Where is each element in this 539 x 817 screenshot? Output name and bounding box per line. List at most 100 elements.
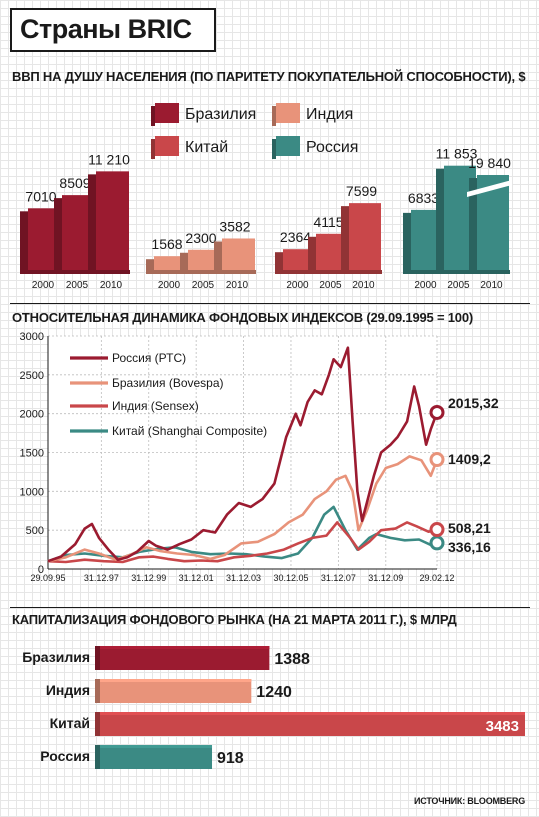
y-tick-label: 0 <box>38 564 44 576</box>
bar <box>100 745 213 769</box>
x-tick-label: 2000 <box>286 280 309 291</box>
index-section-title: ОТНОСИТЕЛЬНАЯ ДИНАМИКА ФОНДОВЫХ ИНДЕКСОВ… <box>12 310 473 325</box>
bar-base <box>403 270 510 274</box>
bar-side <box>469 178 477 270</box>
x-tick-label: 2005 <box>319 280 342 291</box>
end-value-label: 2015,32 <box>448 395 499 411</box>
data-label: 6833 <box>408 190 439 206</box>
legend-swatch-side <box>272 106 276 126</box>
bar <box>222 238 255 270</box>
legend-swatch <box>155 136 179 156</box>
bar-top <box>100 679 252 682</box>
index-chart: 0 500 1000 1500 2000 2500 3000 29.09.95 31.12.97… <box>20 331 499 583</box>
bar-side <box>146 259 154 270</box>
bar <box>100 712 525 736</box>
bar-side <box>180 252 188 270</box>
cap-chart: Бразилия 1388 Индия 1240 Китай 3483 Россия 918 <box>22 646 525 769</box>
end-marker <box>429 522 445 538</box>
legend-label: Индия <box>306 106 353 123</box>
page-title: Страны BRIC <box>20 14 192 44</box>
x-tick-label: 2000 <box>32 280 55 291</box>
x-tick-label: 29.09.95 <box>30 573 65 583</box>
bar-top <box>100 712 525 715</box>
legend-label: Россия <box>306 139 358 156</box>
bar-base <box>146 270 256 274</box>
divider <box>10 303 530 304</box>
bar <box>96 171 129 270</box>
x-tick-label: 31.12.99 <box>131 573 166 583</box>
legend-label: Россия (РТС) <box>112 351 186 365</box>
x-tick-label: 2005 <box>447 280 470 291</box>
data-label: 7599 <box>346 183 377 199</box>
y-tick-label: 2500 <box>20 370 44 382</box>
series-line <box>47 346 439 563</box>
gdp-chart: Бразилия 7010 2000 8509 2005 11 210 2010 Индия 1… <box>20 103 512 291</box>
data-label: 2364 <box>280 229 311 245</box>
category-label: Китай <box>50 715 90 731</box>
value-label: 1388 <box>274 651 310 668</box>
bar-side <box>95 679 100 703</box>
source-note: ИСТОЧНИК: BLOOMBERG <box>414 796 525 806</box>
category-label: Индия <box>46 682 90 698</box>
data-label: 3582 <box>219 218 250 234</box>
x-tick-label: 2010 <box>352 280 375 291</box>
end-marker <box>429 404 445 420</box>
x-tick-label: 2000 <box>158 280 181 291</box>
data-label: 19 840 <box>468 155 511 171</box>
gdp-section-title: ВВП НА ДУШУ НАСЕЛЕНИЯ (ПО ПАРИТЕТУ ПОКУП… <box>12 69 526 84</box>
bar <box>349 203 381 270</box>
x-tick-label: 29.02.12 <box>419 573 454 583</box>
bar-side <box>54 198 62 270</box>
x-tick-label: 31.12.97 <box>84 573 119 583</box>
bar-side <box>95 745 100 769</box>
legend-swatch <box>276 103 300 123</box>
title-box <box>10 8 216 52</box>
y-tick-label: 1000 <box>20 486 44 498</box>
data-label: 11 853 <box>436 146 478 162</box>
x-tick-label: 2005 <box>66 280 89 291</box>
x-tick-label: 31.12.07 <box>321 573 356 583</box>
y-tick-label: 3000 <box>20 331 44 343</box>
bar <box>100 646 270 670</box>
end-value-label: 508,21 <box>448 520 491 536</box>
data-label: 11 210 <box>88 151 130 167</box>
bar-side <box>436 168 444 270</box>
end-marker <box>429 535 445 551</box>
divider <box>10 607 530 608</box>
legend-swatch <box>276 136 300 156</box>
bar-side <box>341 206 349 270</box>
bar <box>188 249 221 270</box>
legend-label: Китай (Shanghai Composite) <box>112 424 267 438</box>
legend-swatch <box>155 103 179 123</box>
bar <box>154 256 187 270</box>
legend-label: Китай <box>185 139 228 156</box>
end-value-label: 336,16 <box>448 539 491 555</box>
legend-label: Индия (Sensex) <box>112 399 199 413</box>
x-tick-label: 31.12.03 <box>226 573 261 583</box>
bar-side <box>275 252 283 270</box>
bar <box>100 679 252 703</box>
series-line <box>47 521 438 564</box>
data-label: 1568 <box>151 236 182 252</box>
legend-swatch-side <box>272 139 276 159</box>
bar-top <box>100 745 213 748</box>
axis-break <box>467 180 512 197</box>
y-tick-label: 500 <box>26 525 44 537</box>
value-label: 1240 <box>256 684 292 701</box>
x-tick-label: 2000 <box>414 280 437 291</box>
y-tick-label: 2000 <box>20 409 44 421</box>
x-tick-label: 2010 <box>480 280 503 291</box>
category-label: Бразилия <box>22 649 90 665</box>
legend-label: Бразилия <box>185 106 256 123</box>
y-tick-label: 1500 <box>20 448 44 460</box>
bar-side <box>308 236 316 270</box>
x-tick-label: 31.12.01 <box>179 573 214 583</box>
x-tick-label: 2010 <box>226 280 249 291</box>
bar-base <box>20 270 130 274</box>
x-tick-label: 2005 <box>192 280 215 291</box>
data-label: 7010 <box>25 188 56 204</box>
x-tick-label: 30.12.05 <box>273 573 308 583</box>
legend-swatch-side <box>151 106 155 126</box>
bar-side <box>95 646 100 670</box>
x-tick-label: 31.12.09 <box>368 573 403 583</box>
